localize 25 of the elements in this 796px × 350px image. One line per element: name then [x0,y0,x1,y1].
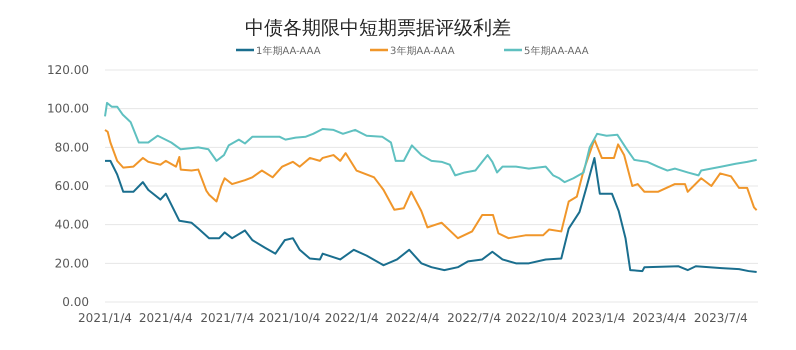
y-tick-label: 0.00 [62,295,89,309]
x-tick-label: 2021/7/4 [200,311,254,325]
x-tick-label: 2022/10/4 [506,311,568,325]
x-tick-label: 2022/4/4 [386,311,440,325]
legend-label: 5年期AA-AAA [524,45,589,57]
y-tick-label: 40.00 [54,218,89,232]
x-tick-label: 2021/1/4 [78,311,132,325]
x-tick-label: 2022/7/4 [447,311,502,325]
line-series [104,102,758,184]
x-tick-label: 2022/1/4 [324,311,379,325]
y-tick-label: 120.00 [47,63,89,77]
legend-label: 3年期AA-AAA [390,45,455,57]
y-tick-label: 100.00 [47,102,89,116]
line-series [104,128,758,240]
x-tick-label: 2023/4/4 [632,311,686,325]
y-tick-label: 60.00 [54,179,89,193]
y-tick-label: 80.00 [54,140,89,154]
x-tick-label: 2021/4/4 [138,311,193,325]
y-tick-label: 20.00 [54,256,89,270]
x-tick-label: 2023/7/4 [694,311,748,325]
legend-label: 1年期AA-AAA [256,45,321,57]
x-tick-label: 2023/1/4 [572,311,626,325]
line-series [104,156,758,274]
chart-title: 中债各期限中短期票据评级利差 [245,17,511,39]
x-tick-label: 2021/10/4 [258,311,320,325]
